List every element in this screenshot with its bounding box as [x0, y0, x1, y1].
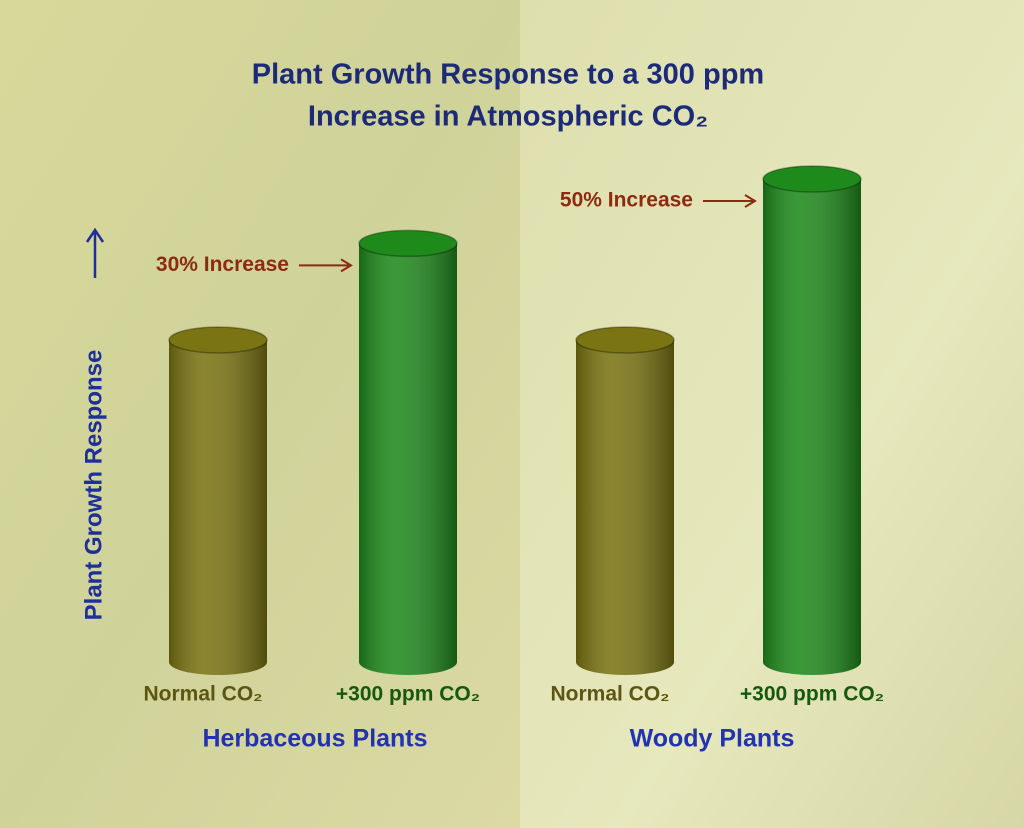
bar-shade — [576, 340, 674, 675]
bar-shade — [359, 243, 457, 675]
annotation: 30% Increase — [156, 253, 289, 276]
bar-shade — [169, 340, 267, 675]
bar-top — [358, 229, 458, 258]
bar-top — [762, 165, 862, 193]
bar-shade — [763, 179, 861, 675]
category-label: Normal CO₂ — [550, 683, 669, 706]
annotation-arrow — [703, 194, 757, 208]
y-axis-arrow — [85, 227, 105, 278]
bar-top — [168, 326, 268, 354]
category-label: Normal CO₂ — [143, 683, 262, 706]
category-label: +300 ppm CO₂ — [740, 683, 884, 706]
bar-top — [575, 326, 675, 354]
group-label: Herbaceous Plants — [202, 725, 427, 753]
chart-title: Increase in Atmospheric CO₂ — [308, 101, 708, 133]
group-label: Woody Plants — [630, 725, 795, 753]
y-axis-label: Plant Growth Response — [80, 350, 107, 621]
annotation: 50% Increase — [560, 189, 693, 212]
chart-title: Plant Growth Response to a 300 ppm — [252, 59, 764, 91]
category-label: +300 ppm CO₂ — [336, 683, 480, 706]
annotation-arrow — [299, 258, 353, 273]
